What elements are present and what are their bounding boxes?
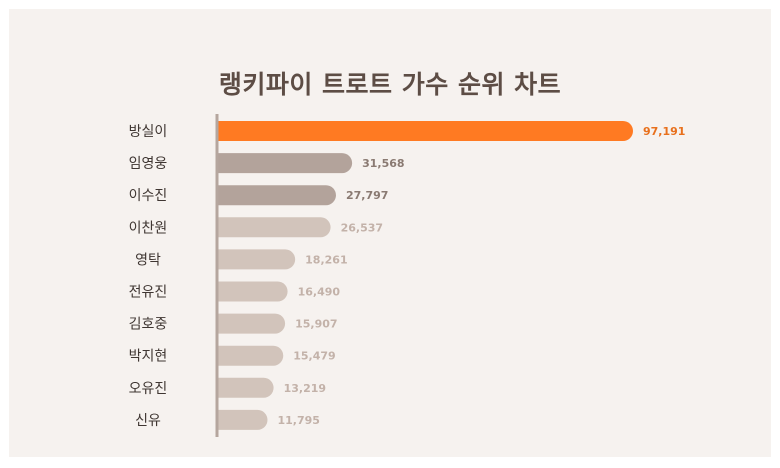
value-label: 15,479 <box>293 350 335 363</box>
category-label: 오유진 <box>129 381 168 397</box>
bar <box>205 217 331 238</box>
value-label: 27,797 <box>346 189 388 202</box>
category-label: 전유진 <box>129 285 168 301</box>
value-label: 15,907 <box>295 318 337 331</box>
bar <box>205 249 296 270</box>
chart-card: 랭키파이 트로트 가수 순위 차트 <box>9 9 771 457</box>
category-label: 이찬원 <box>129 220 168 236</box>
value-label: 31,568 <box>362 157 404 170</box>
category-label: 방실이 <box>129 124 168 140</box>
category-label: 박지현 <box>129 349 168 365</box>
bar <box>205 121 633 141</box>
bar <box>205 313 286 334</box>
value-label: 97,191 <box>643 125 685 138</box>
bar <box>205 281 288 302</box>
axis-mask <box>203 110 217 440</box>
value-label: 16,490 <box>298 286 341 299</box>
bar <box>205 153 353 174</box>
chart-title: 랭키파이 트로트 가수 순위 차트 <box>218 70 562 99</box>
value-label: 13,219 <box>284 382 326 395</box>
category-label: 영탁 <box>135 252 161 268</box>
bar <box>205 345 284 366</box>
bar <box>205 185 336 206</box>
value-label: 11,795 <box>277 414 319 427</box>
y-axis-line <box>215 114 219 437</box>
value-label: 26,537 <box>341 221 383 234</box>
bar <box>205 377 274 398</box>
category-label: 임영웅 <box>129 156 168 172</box>
value-label: 18,261 <box>305 253 347 266</box>
category-label: 신유 <box>135 413 161 429</box>
category-label: 김호중 <box>129 317 168 333</box>
category-label: 이수진 <box>129 188 168 204</box>
bar <box>205 409 268 430</box>
